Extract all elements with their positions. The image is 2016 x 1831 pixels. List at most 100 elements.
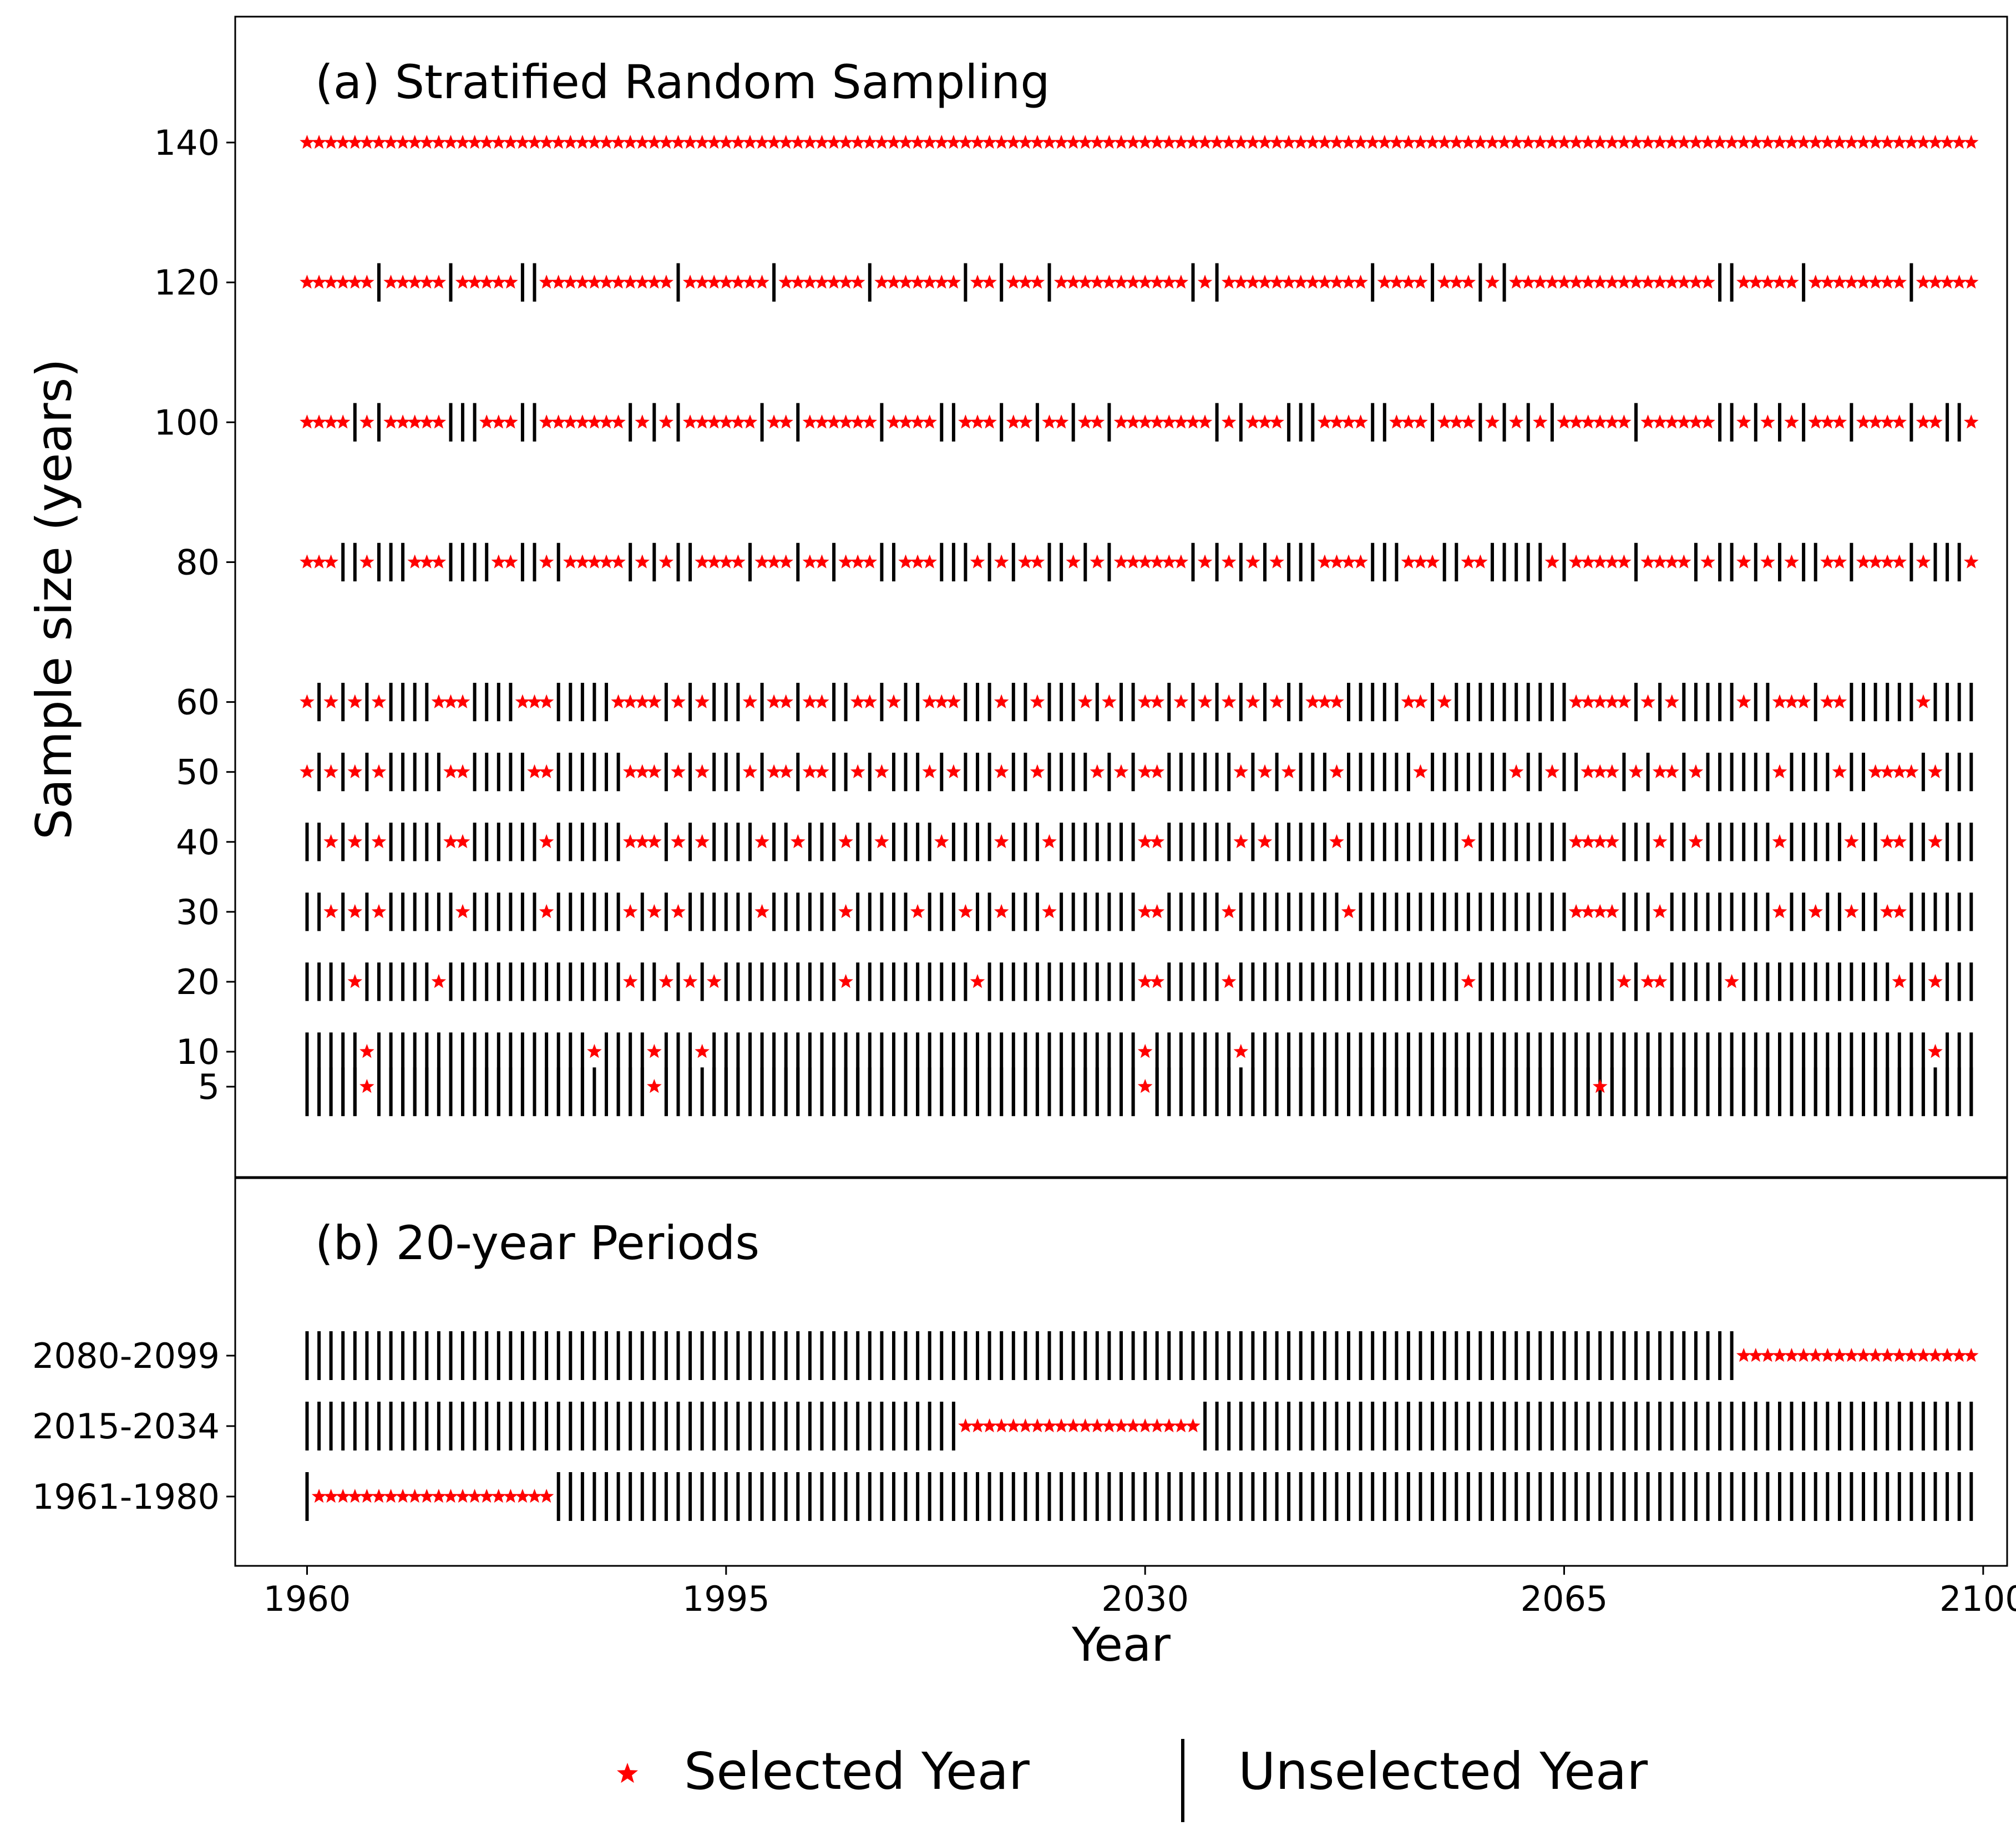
selected-year-star: [1652, 414, 1668, 429]
selected-year-star: [1173, 554, 1189, 569]
selected-year-star: [1820, 1348, 1835, 1362]
selected-year-star: [718, 554, 734, 569]
selected-year-star: [1305, 135, 1320, 149]
selected-year-star: [1628, 135, 1644, 149]
selected-year-star: [718, 414, 734, 429]
selected-year-star: [1533, 135, 1548, 149]
selected-year-star: [958, 135, 973, 149]
selected-year-star: [587, 1044, 602, 1058]
selected-year-star: [838, 414, 853, 429]
selected-year-star: [1688, 834, 1704, 849]
selected-year-star: [742, 275, 758, 289]
selected-year-star: [778, 135, 793, 149]
selected-year-star: [862, 554, 878, 569]
selected-year-star: [1149, 135, 1165, 149]
selected-year-star: [371, 135, 387, 149]
selected-year-star: [934, 275, 949, 289]
selected-year-star: [659, 135, 674, 149]
selected-year-star: [994, 554, 1009, 569]
selected-year-star: [1568, 135, 1584, 149]
selected-year-star: [671, 834, 686, 849]
selected-year-star: [1784, 414, 1799, 429]
selected-year-star: [802, 414, 818, 429]
selected-year-star: [455, 275, 470, 289]
selected-year-star: [1916, 554, 1931, 569]
selected-year-star: [1640, 135, 1655, 149]
selected-year-star: [1544, 554, 1560, 569]
selected-year-star: [1916, 414, 1931, 429]
selected-year-star: [1880, 554, 1895, 569]
y-tick-label: 140: [154, 123, 220, 163]
selected-year-star: [1053, 135, 1069, 149]
sample-row-140: [300, 135, 1979, 149]
selected-year-star: [1102, 135, 1117, 149]
selected-year-star: [1592, 135, 1608, 149]
selected-year-star: [647, 904, 662, 919]
selected-year-star: [1592, 1079, 1608, 1093]
selected-year-star: [1880, 135, 1895, 149]
selected-year-star: [1808, 135, 1823, 149]
selected-year-star: [1221, 554, 1237, 569]
selected-year-star: [335, 414, 351, 429]
selected-year-star: [1617, 414, 1632, 429]
sample-row-80: [300, 542, 1979, 582]
selected-year-star: [300, 694, 315, 708]
selected-year-star: [1796, 694, 1811, 708]
selected-year-star: [491, 554, 506, 569]
selected-year-star: [886, 275, 901, 289]
selected-year-star: [1269, 414, 1284, 429]
selected-year-star: [1413, 135, 1428, 149]
selected-year-star: [1437, 414, 1452, 429]
selected-year-star: [359, 135, 374, 149]
selected-year-star: [862, 135, 878, 149]
selected-year-star: [1581, 834, 1595, 849]
panel-b-y-ticks: 2080-2099 2015-2034 1961-1980: [32, 1336, 235, 1517]
selected-year-star: [1676, 414, 1691, 429]
selected-year-star: [1952, 135, 1967, 149]
selected-year-star: [359, 1489, 374, 1503]
selected-year-star: [1604, 135, 1620, 149]
selected-year-star: [1844, 904, 1859, 919]
selected-year-star: [1485, 135, 1500, 149]
selected-year-star: [467, 135, 482, 149]
selected-year-star: [1233, 135, 1249, 149]
selected-year-star: [1916, 694, 1931, 708]
selected-year-star: [1126, 1418, 1141, 1433]
selected-year-star: [1604, 764, 1620, 778]
selected-year-star: [970, 414, 985, 429]
selected-year-star: [323, 414, 338, 429]
selected-year-star: [1329, 694, 1344, 708]
selected-year-star: [659, 554, 674, 569]
selected-year-star: [1197, 694, 1213, 708]
selected-year-star: [994, 1418, 1009, 1433]
selected-year-star: [575, 554, 590, 569]
selected-year-star: [994, 904, 1009, 919]
selected-year-star: [1916, 275, 1931, 289]
selected-year-star: [1126, 554, 1141, 569]
selected-year-star: [1652, 904, 1668, 919]
selected-year-star: [718, 135, 734, 149]
selected-year-star: [1329, 135, 1344, 149]
selected-year-star: [479, 275, 494, 289]
selected-year-star: [1928, 1348, 1943, 1362]
selected-year-star: [1173, 694, 1189, 708]
selected-year-star: [1173, 135, 1189, 149]
selected-year-star: [1604, 275, 1620, 289]
selected-year-star: [695, 694, 710, 708]
selected-year-star: [1760, 414, 1775, 429]
selected-year-star: [467, 1489, 482, 1503]
selected-year-star: [682, 974, 698, 988]
selected-year-star: [1581, 275, 1595, 289]
selected-year-star: [1149, 834, 1165, 849]
selected-year-star: [407, 135, 422, 149]
selected-year-star: [1820, 135, 1835, 149]
y-tick-label: 20: [176, 962, 220, 1002]
selected-year-star: [838, 904, 853, 919]
selected-year-star: [1162, 554, 1177, 569]
selected-year-star: [1126, 414, 1141, 429]
selected-year-star: [647, 834, 662, 849]
selected-year-star: [1820, 694, 1835, 708]
selected-year-star: [1461, 554, 1476, 569]
selected-year-star: [551, 135, 566, 149]
